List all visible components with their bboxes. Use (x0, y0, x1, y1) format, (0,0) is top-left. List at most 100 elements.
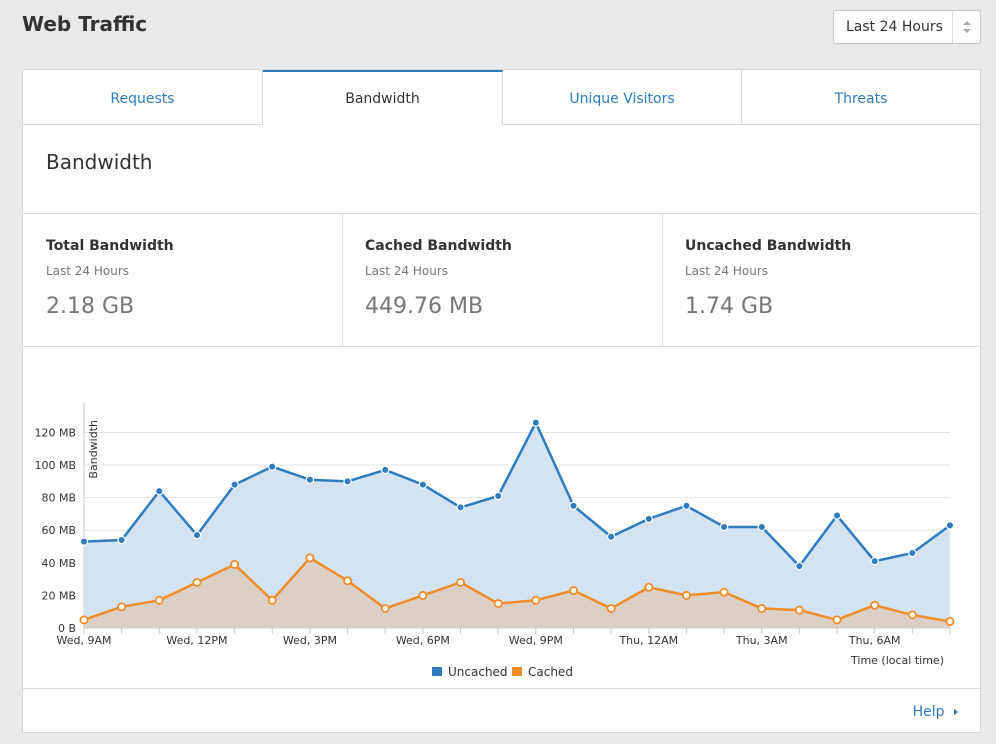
updown-arrows-icon (963, 21, 971, 33)
bandwidth-chart: 0 B 20 MB 40 MB 60 MB 80 MB 100 MB 120 MB Wed, … (34, 403, 955, 676)
data-point (493, 491, 503, 501)
page-title: Web Traffic (22, 12, 148, 36)
time-range-select[interactable]: Last 24 Hours (833, 10, 981, 44)
caret-right-icon (954, 709, 958, 715)
data-point (644, 582, 654, 592)
data-point (832, 615, 842, 625)
data-point (343, 576, 353, 586)
data-point (682, 501, 691, 510)
data-point (945, 616, 955, 626)
data-point (381, 465, 390, 475)
data-point (794, 605, 804, 615)
tab-threats[interactable]: Threats (742, 70, 980, 125)
data-point (568, 586, 578, 596)
series-line-uncached (83, 421, 951, 568)
select-divider (952, 11, 953, 43)
data-point (493, 599, 503, 609)
data-point (79, 537, 89, 546)
y-tick-label: 60 MB (41, 524, 76, 537)
x-tick-label: Wed, 3PM (283, 634, 337, 647)
data-point (719, 522, 729, 532)
stat-uncached-bandwidth: Uncached Bandwidth Last 24 Hours 1.74 GB (662, 214, 980, 346)
section-title: Bandwidth (46, 150, 153, 174)
x-tick-label: Thu, 12AM (618, 634, 678, 647)
stat-value: 449.76 MB (365, 294, 484, 319)
data-point (418, 590, 428, 600)
data-point (79, 615, 89, 625)
data-point (832, 511, 842, 520)
series-line-cached (83, 556, 951, 623)
y-tick-label: 120 MB (34, 426, 76, 439)
divider (23, 346, 980, 347)
help-label: Help (912, 704, 945, 720)
stat-separator (342, 214, 343, 346)
help-link[interactable]: Help (913, 704, 960, 720)
data-point (606, 532, 616, 541)
stat-value: 1.74 GB (685, 294, 774, 319)
data-point (380, 603, 390, 613)
stat-cached-bandwidth: Cached Bandwidth Last 24 Hours 449.76 MB (342, 214, 662, 346)
stat-label: Cached Bandwidth (365, 238, 512, 254)
data-point (644, 514, 653, 524)
data-point (531, 595, 541, 605)
data-point (569, 501, 578, 510)
y-axis-title: Bandwidth (87, 420, 100, 479)
stat-label: Uncached Bandwidth (685, 238, 852, 254)
y-tick-label: 20 MB (41, 589, 76, 602)
stat-label: Total Bandwidth (46, 238, 174, 254)
data-point (757, 603, 767, 613)
data-point (305, 475, 315, 484)
stat-separator (662, 214, 663, 346)
y-tick-label: 40 MB (41, 557, 76, 570)
data-point (908, 548, 917, 558)
x-tick-label: Thu, 3AM (735, 634, 788, 647)
data-point (268, 462, 277, 471)
data-point (870, 600, 880, 610)
data-point (343, 477, 352, 486)
tab-unique-visitors[interactable]: Unique Visitors (503, 70, 742, 125)
data-point (945, 521, 955, 530)
x-tick-label: Wed, 9AM (57, 634, 112, 647)
x-tick-label: Wed, 9PM (509, 634, 563, 647)
data-point (305, 553, 315, 563)
x-tick-label: Thu, 6AM (848, 634, 901, 647)
x-axis-title: Time (local time) (850, 654, 944, 667)
data-point (154, 595, 164, 605)
stat-subtitle: Last 24 Hours (46, 264, 130, 278)
y-tick-label: 80 MB (41, 492, 76, 505)
tab-requests[interactable]: Requests (23, 70, 263, 125)
data-point (117, 535, 126, 545)
data-point (117, 602, 127, 612)
data-point (155, 486, 164, 496)
data-point (267, 595, 277, 605)
data-point (230, 480, 239, 489)
data-point (418, 480, 428, 489)
legend-label-cached: Cached (528, 665, 573, 676)
tab-bandwidth[interactable]: Bandwidth (263, 70, 503, 125)
data-point (795, 561, 804, 571)
traffic-card: Requests Bandwidth Unique Visitors Threa… (22, 69, 981, 733)
data-point (230, 559, 240, 569)
data-point (907, 610, 917, 620)
stat-total-bandwidth: Total Bandwidth Last 24 Hours 2.18 GB (23, 214, 342, 346)
data-point (681, 590, 691, 600)
tab-bar: Requests Bandwidth Unique Visitors Threa… (23, 70, 980, 125)
legend-label-uncached: Uncached (448, 665, 508, 676)
data-point (757, 522, 766, 532)
legend-swatch-uncached (432, 667, 442, 676)
data-point (719, 587, 729, 597)
y-tick-label: 100 MB (34, 459, 76, 472)
data-point (531, 418, 541, 427)
time-range-value: Last 24 Hours (846, 19, 943, 35)
data-point (606, 603, 616, 613)
stat-subtitle: Last 24 Hours (365, 264, 449, 278)
data-point (192, 530, 202, 540)
data-point (192, 577, 202, 587)
series-area-cached (84, 557, 950, 628)
data-point (456, 503, 465, 512)
legend-swatch-cached (512, 667, 522, 676)
divider (23, 688, 980, 689)
divider (23, 213, 980, 214)
data-point (870, 556, 879, 566)
x-tick-label: Wed, 12PM (166, 634, 227, 647)
